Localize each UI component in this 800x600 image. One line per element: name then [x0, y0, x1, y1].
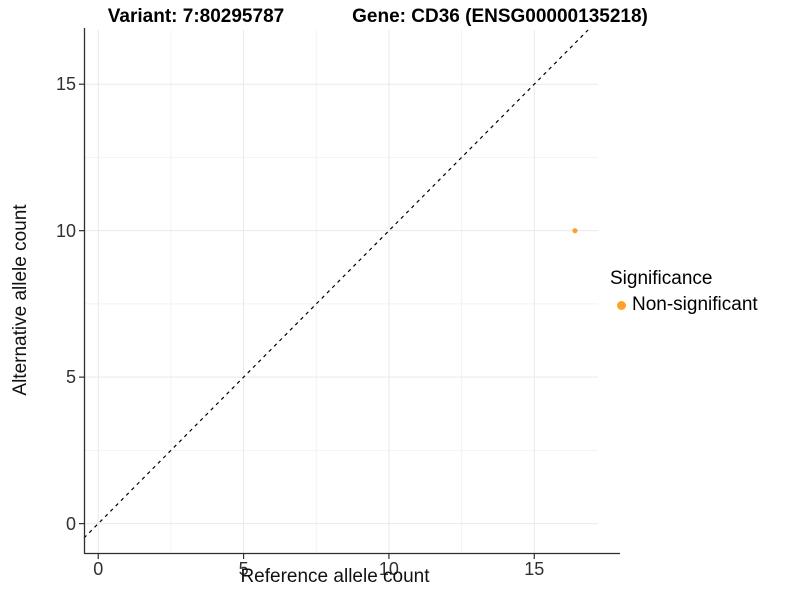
y-tick-label: 5 — [65, 367, 76, 388]
legend-item-label: Non-significant — [632, 294, 758, 315]
x-tick-label: 0 — [93, 559, 104, 579]
plot-title-gene: Gene: CD36 (ENSG00000135218) — [352, 6, 648, 27]
x-axis-title: Reference allele count — [240, 566, 430, 587]
legend-item: Non-significant — [610, 294, 758, 316]
plot-title-variant: Variant: 7:80295787 — [107, 6, 285, 27]
y-tick-label: 15 — [55, 74, 76, 95]
legend-key-dot-icon — [617, 300, 626, 310]
y-tick-label: 0 — [65, 513, 76, 534]
legend-title: Significance — [610, 268, 713, 289]
y-axis-title: Alternative allele count — [10, 204, 31, 396]
y-tick-label: 10 — [55, 220, 76, 241]
legend: Significance Non-significant — [610, 268, 758, 316]
data-point — [572, 228, 578, 234]
identity-dashed-line — [83, 29, 589, 539]
x-tick-label: 15 — [524, 559, 545, 579]
x-tick-label: 5 — [238, 559, 249, 579]
x-tick-label: 10 — [378, 559, 399, 579]
